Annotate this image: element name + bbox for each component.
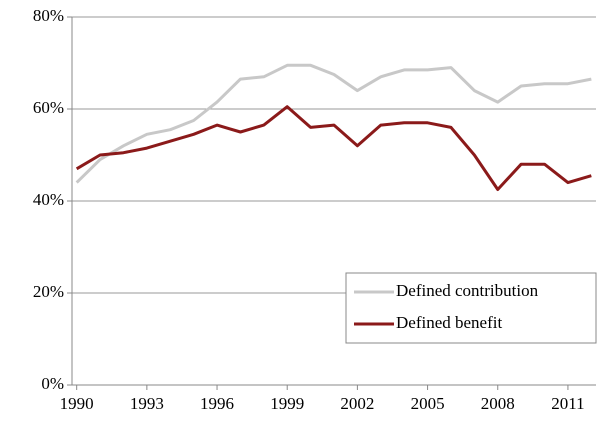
y-tick-label: 20% [33, 282, 64, 301]
x-tick-label: 2005 [411, 394, 445, 413]
y-tick-label: 40% [33, 190, 64, 209]
x-tick-label: 1990 [60, 394, 94, 413]
legend-box [345, 272, 597, 344]
y-tick-label: 60% [33, 98, 64, 117]
legend-label: Defined benefit [396, 313, 502, 332]
x-tick-label: 2011 [551, 394, 584, 413]
y-tick-label: 80% [33, 6, 64, 25]
legend-label: Defined contribution [396, 281, 539, 300]
x-tick-label: 2002 [340, 394, 374, 413]
y-tick-label: 0% [41, 374, 64, 393]
x-tick-label: 2008 [481, 394, 515, 413]
line-series [75, 63, 592, 184]
line-series [75, 105, 592, 191]
x-tick-label: 1999 [270, 394, 304, 413]
x-tick-label: 1996 [200, 394, 234, 413]
x-tick-label: 1993 [130, 394, 164, 413]
